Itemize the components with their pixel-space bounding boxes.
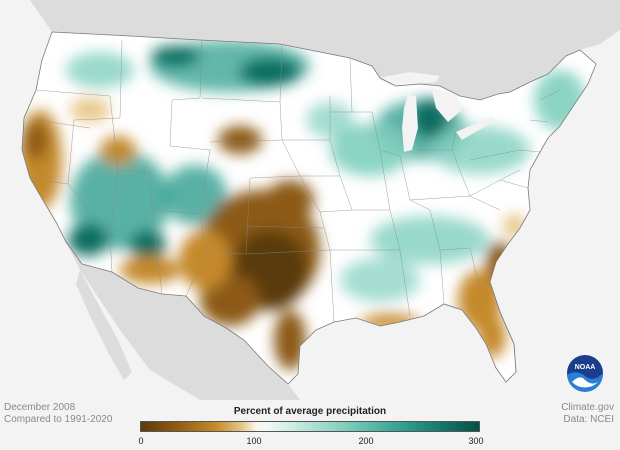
noaa-logo-text: NOAA: [575, 364, 596, 371]
legend-tick-100: 100: [246, 436, 262, 446]
legend-tick-0: 0: [138, 436, 144, 446]
data-source: Data: NCEI: [563, 414, 614, 425]
site-credit: Climate.gov: [561, 402, 614, 413]
mexico-landmass: [66, 242, 300, 400]
legend-tick-300: 300: [468, 436, 484, 446]
lake-huron: [432, 90, 462, 122]
legend-tick-200: 200: [358, 436, 374, 446]
lake-michigan: [402, 94, 418, 152]
legend-color-bar: [140, 421, 480, 432]
period-label: December 2008: [4, 402, 76, 413]
lake-erie: [456, 116, 496, 140]
baja-peninsula: [76, 270, 132, 380]
noaa-logo-icon: NOAA: [567, 355, 603, 392]
credits: Climate.gov Data: NCEI: [561, 402, 614, 426]
map-caption: December 2008 Compared to 1991-2020: [4, 402, 112, 426]
state-boundaries: [29, 39, 561, 323]
precipitation-map: [0, 0, 620, 400]
baseline-label: Compared to 1991-2020: [4, 414, 113, 425]
legend-title: Percent of average precipitation: [233, 406, 387, 417]
florida-peninsula-edge: [489, 281, 517, 373]
lake-superior: [378, 72, 440, 86]
